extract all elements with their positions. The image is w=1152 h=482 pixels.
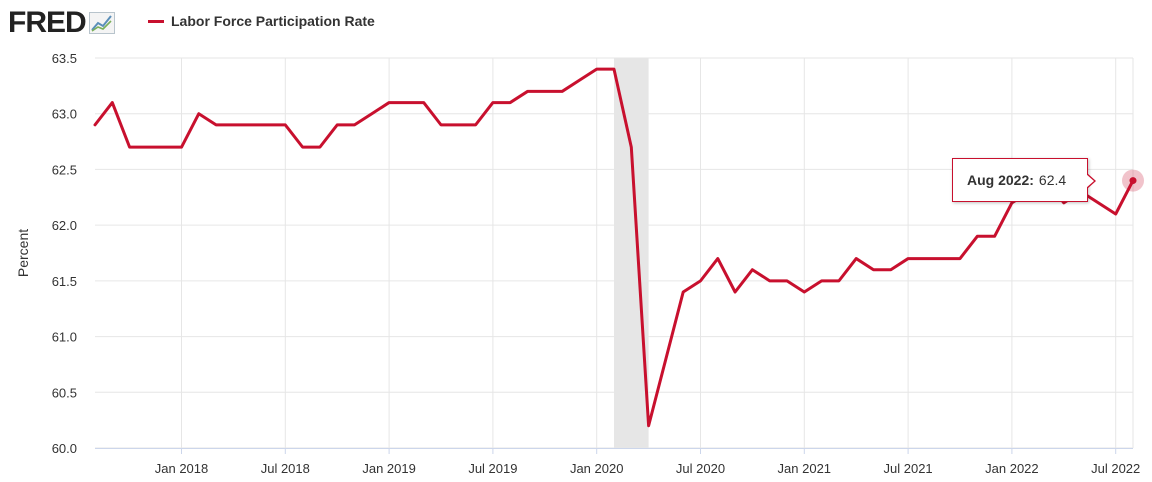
data-tooltip: Aug 2022: 62.4: [952, 158, 1096, 202]
y-tick-label: 63.0: [52, 107, 77, 122]
legend-series-label: Labor Force Participation Rate: [171, 13, 375, 29]
x-tick-label: Jan 2020: [570, 461, 624, 476]
chart-header: FRED Labor Force Participation Rate: [0, 0, 1152, 44]
y-axis-title: Percent: [15, 229, 31, 277]
y-tick-label: 62.5: [52, 162, 77, 177]
highlight-point[interactable]: [1129, 177, 1137, 185]
x-tick-label: Jan 2021: [778, 461, 832, 476]
recession-shading-layer: [614, 58, 649, 448]
recession-shading: [614, 58, 649, 448]
y-tick-label: 61.5: [52, 274, 77, 289]
chart-legend[interactable]: Labor Force Participation Rate: [148, 13, 375, 29]
x-tick-label: Jul 2022: [1091, 461, 1140, 476]
legend-series-swatch: [148, 19, 164, 23]
tooltip-date: Aug 2022:: [967, 172, 1034, 188]
series-line[interactable]: [93, 67, 1135, 428]
x-tick-label: Jan 2022: [985, 461, 1039, 476]
fred-logo[interactable]: FRED: [8, 6, 115, 40]
x-tick-label: Jul 2021: [884, 461, 933, 476]
fred-logo-text: FRED: [8, 6, 87, 39]
x-tick-label: Jul 2018: [261, 461, 310, 476]
chart-axes: 60.0 60.5 61.0 61.5 62.0 62.5 63.0 63.5 Jan 2018…: [52, 51, 1141, 476]
y-tick-label: 60.0: [52, 441, 77, 456]
tooltip-value: 62.4: [1038, 172, 1067, 188]
x-tick-label: Jan 2019: [362, 461, 416, 476]
x-tick-label: Jul 2019: [468, 461, 517, 476]
line-chart-icon: [88, 12, 115, 34]
y-tick-label: 61.0: [52, 330, 77, 345]
x-tick-label: Jul 2020: [676, 461, 725, 476]
line-chart[interactable]: 60.0 60.5 61.0 61.5 62.0 62.5 63.0 63.5 Jan 2018…: [0, 44, 1152, 482]
x-tick-label: Jan 2018: [155, 461, 209, 476]
y-tick-label: 60.5: [52, 385, 77, 400]
series-layer: [93, 67, 1144, 428]
tooltip-pointer-fill: [1086, 174, 1094, 188]
y-tick-label: 63.5: [52, 51, 77, 66]
y-tick-label: 62.0: [52, 218, 77, 233]
